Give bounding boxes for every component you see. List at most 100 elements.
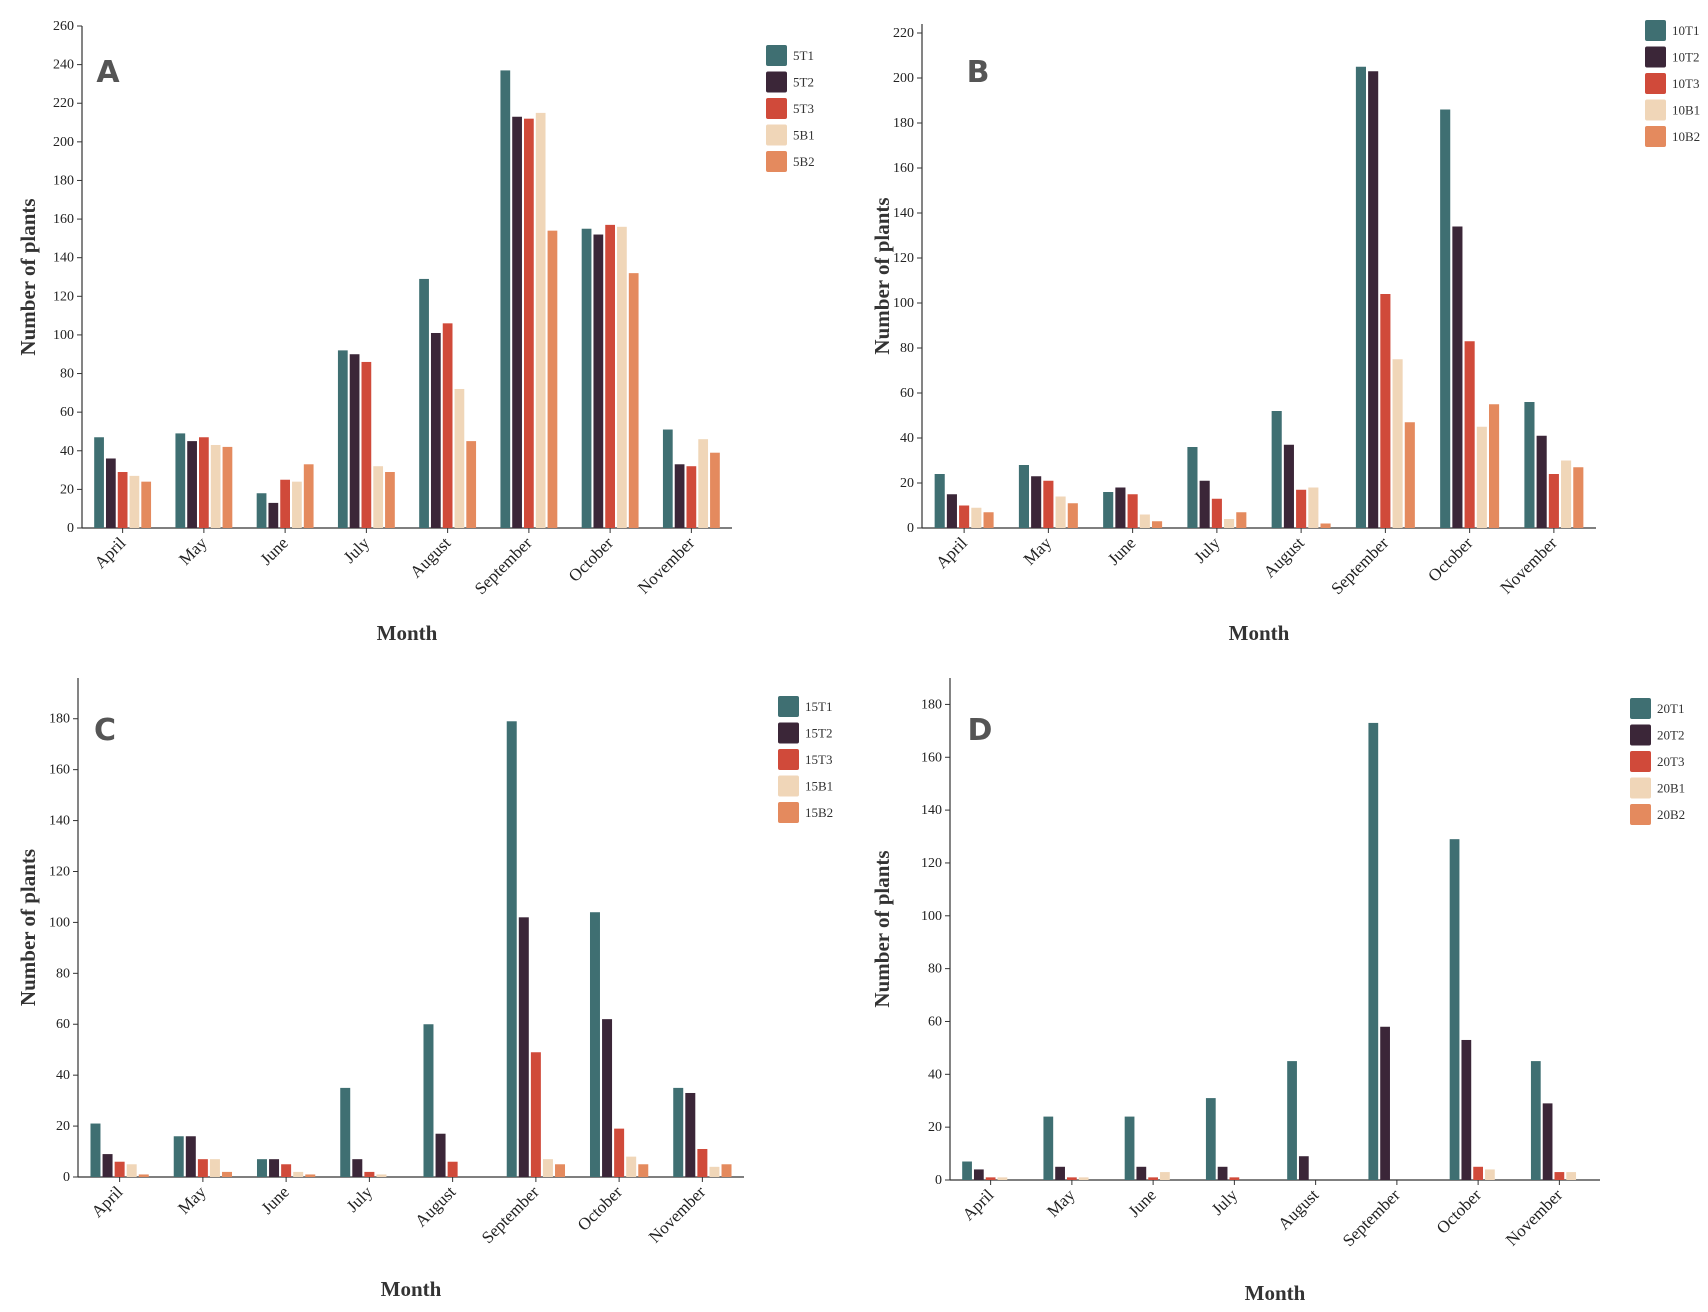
y-tick-label: 160 [893, 161, 914, 176]
legend-label: 10T3 [1672, 76, 1699, 91]
bar-10T3-july [1211, 498, 1222, 528]
y-tick-label: 180 [53, 173, 74, 188]
legend-label: 15B1 [805, 779, 833, 794]
y-axis-title: Number of plants [16, 198, 40, 355]
bar-15T3-june [281, 1164, 292, 1177]
bar-5T3-july [361, 361, 372, 528]
bar-5T1-april [94, 437, 104, 528]
bar-10B2-august [1320, 523, 1331, 528]
bar-15B2-june [305, 1174, 316, 1177]
y-tick-label: 140 [53, 251, 74, 266]
y-tick-label: 0 [63, 1170, 70, 1185]
x-tick-label: September [478, 1182, 543, 1247]
bar-15B1-october [626, 1156, 637, 1177]
legend: 10T1 10T2 10T3 10B1 10B2 [1645, 20, 1700, 147]
legend-swatch [1645, 46, 1666, 68]
legend-swatch [1630, 751, 1651, 772]
legend-label: 5T2 [793, 75, 814, 90]
bar-5T3-november [686, 466, 697, 528]
bar-20T1-april [962, 1161, 972, 1180]
y-tick-label: 60 [60, 405, 74, 420]
legend-swatch [1630, 804, 1651, 825]
bar-20T3-april [985, 1177, 996, 1180]
bar-15B2-september [555, 1164, 566, 1177]
x-tick-label: May [175, 533, 211, 569]
bar-10B2-may [1067, 503, 1078, 528]
bar-10T3-august [1296, 489, 1307, 528]
bar-10T2-april [946, 494, 957, 528]
y-tick-label: 160 [921, 750, 942, 765]
bar-20T1-november [1530, 1061, 1541, 1180]
bar-15T3-may [197, 1159, 208, 1177]
bar-20B1-november [1566, 1172, 1577, 1180]
bar-10T2-july [1199, 480, 1210, 528]
y-tick-label: 0 [907, 521, 914, 536]
bar-5B1-september [535, 112, 546, 528]
legend-label: 5T3 [793, 101, 814, 116]
bar-5T1-may [175, 433, 186, 528]
legend-label: 15T3 [805, 752, 832, 767]
y-tick-label: 200 [893, 71, 914, 86]
x-tick-label: May [1020, 533, 1056, 569]
bar-15T2-april [102, 1154, 113, 1177]
bar-20B1-june [1160, 1172, 1170, 1180]
panel-label: D [968, 713, 993, 748]
bar-5T2-june [268, 502, 279, 528]
x-tick-label: July [340, 533, 374, 567]
bar-15T3-august [447, 1161, 458, 1177]
y-tick-label: 0 [67, 521, 74, 536]
bar-20T3-november [1554, 1172, 1565, 1180]
x-tick-label: September [1339, 1185, 1404, 1250]
bar-20T2-october [1461, 1039, 1472, 1180]
bar-20T2-july [1217, 1166, 1228, 1180]
bar-5T2-july [349, 354, 360, 528]
chart-panel-c: 0 20 40 60 80 100 120 140 160 180 April May June July… [16, 678, 833, 1301]
y-axis-title: Number of plants [870, 850, 894, 1007]
bar-5T1-september [500, 70, 511, 529]
legend-swatch [766, 124, 787, 146]
x-tick-label: June [1124, 1185, 1159, 1220]
bar-15B1-november [709, 1166, 720, 1177]
bar-15T2-november [685, 1092, 696, 1177]
bar-20T3-july [1229, 1177, 1240, 1180]
bar-5T2-april [105, 458, 116, 528]
bar-10B1-may [1055, 496, 1066, 528]
legend-swatch [778, 775, 799, 797]
bar-20T2-june [1136, 1166, 1147, 1180]
bar-15B1-may [209, 1159, 220, 1177]
legend-label: 15T2 [805, 726, 832, 741]
x-tick-label: November [634, 533, 698, 597]
bar-15B1-september [542, 1159, 553, 1177]
x-tick-label: September [471, 533, 536, 598]
x-tick-label: October [565, 533, 617, 585]
y-tick-label: 60 [928, 1014, 942, 1029]
legend-label: 10T2 [1672, 50, 1699, 65]
y-tick-label: 80 [928, 962, 942, 977]
bar-10T3-may [1043, 480, 1054, 528]
bar-15B1-april [126, 1164, 137, 1177]
bar-10T2-september [1368, 71, 1379, 528]
bar-10B2-july [1236, 512, 1247, 528]
legend-swatch [1645, 73, 1666, 94]
x-tick-label: November [645, 1182, 709, 1246]
bar-20T3-october [1473, 1166, 1483, 1180]
bar-5T2-october [593, 234, 604, 528]
bar-10T2-october [1452, 226, 1463, 528]
bar-10T3-june [1127, 494, 1138, 528]
bar-15T3-october [614, 1128, 625, 1177]
bar-5T3-june [280, 479, 290, 528]
bar-5B2-october [628, 273, 639, 528]
legend-label: 10T1 [1672, 23, 1699, 38]
legend-label: 20B1 [1657, 781, 1685, 796]
bar-5T1-october [581, 228, 592, 528]
bar-5T3-may [199, 437, 209, 528]
bar-10T1-july [1187, 447, 1198, 528]
bar-15T1-november [673, 1087, 684, 1177]
bar-20T2-april [973, 1169, 984, 1180]
x-tick-label: April [959, 1185, 998, 1224]
bar-10T1-april [934, 474, 945, 528]
bar-15B2-october [638, 1164, 649, 1177]
y-tick-label: 180 [893, 116, 914, 131]
legend-swatch [766, 151, 787, 172]
bar-20T2-may [1055, 1166, 1065, 1180]
